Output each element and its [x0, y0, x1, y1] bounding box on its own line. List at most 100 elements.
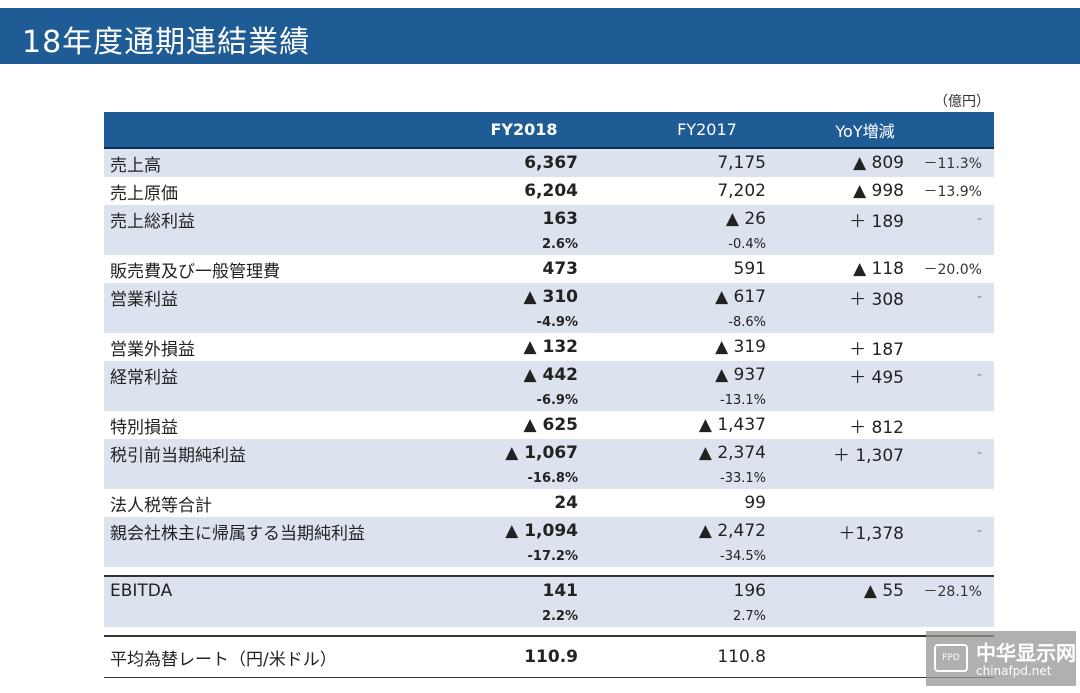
row-fy2017: ▲ 1,437 — [698, 415, 766, 435]
table-row: 法人税等合計 24 99 — [104, 489, 994, 517]
row-yoy: ＋ 495 — [849, 367, 904, 388]
table-row: 営業利益 ▲ 310 ▲ 617 ＋ 308 - -4.9% -8.6% — [104, 283, 994, 333]
ebitda-fy2017: 196 — [733, 581, 766, 601]
fx-fy2017: 110.8 — [717, 647, 766, 667]
unit-label: （億円） — [934, 94, 990, 110]
ebitda-yoy: ▲ 55 — [863, 581, 904, 601]
row-yoy-pct: －11.3% — [923, 156, 982, 172]
page-title: 18年度通期連結業績 — [22, 25, 311, 60]
row-margin-fy2017: -34.5% — [720, 548, 766, 564]
ebitda-fy2018: 141 — [542, 581, 579, 601]
row-fy2018: ▲ 1,067 — [505, 443, 578, 463]
ebitda-pct: －28.1% — [923, 584, 982, 600]
row-fy2017: ▲ 937 — [715, 365, 766, 385]
row-yoy: ＋ 308 — [849, 289, 904, 310]
row-fy2018: ▲ 310 — [523, 287, 578, 307]
row-yoy-pct: - — [976, 211, 982, 227]
spacer — [104, 627, 994, 635]
watermark-url: chinafpd.net — [976, 664, 1052, 678]
row-yoy: ▲ 118 — [853, 259, 904, 279]
row-yoy: ＋ 187 — [849, 339, 904, 360]
row-yoy-pct: - — [976, 367, 982, 383]
row-fy2017: 99 — [744, 493, 766, 513]
row-fy2018: 24 — [554, 493, 578, 513]
fx-fy2018: 110.9 — [524, 647, 578, 667]
row-yoy: ▲ 998 — [853, 181, 904, 201]
row-fy2018: ▲ 625 — [523, 415, 578, 435]
row-fy2017: ▲ 319 — [715, 337, 766, 357]
table-body: 売上高 6,367 7,175 ▲ 809 －11.3% 売上原価 6,204 7,202 ▲ … — [104, 149, 994, 567]
row-yoy: ＋ 812 — [849, 417, 904, 438]
row-fy2018: 6,204 — [524, 181, 578, 201]
watermark: FPD 中华显示网 chinafpd.net — [926, 631, 1076, 686]
row-yoy: ＋1,378 — [838, 523, 904, 544]
row-margin-fy2018: -17.2% — [527, 548, 579, 564]
row-yoy-pct: - — [976, 523, 982, 539]
row-label: 営業外損益 — [110, 339, 195, 360]
row-fy2018: ▲ 132 — [523, 337, 578, 357]
row-label: 法人税等合計 — [110, 495, 212, 516]
row-fy2018: ▲ 442 — [523, 365, 578, 385]
table-row: 税引前当期純利益 ▲ 1,067 ▲ 2,374 ＋ 1,307 - -16.8% -33.… — [104, 439, 994, 489]
row-label: 売上原価 — [110, 183, 178, 204]
row-yoy-pct: - — [976, 445, 982, 461]
row-label: 売上総利益 — [110, 211, 195, 232]
header-fy2018: FY2018 — [490, 120, 558, 139]
row-label: 販売費及び一般管理費 — [110, 261, 280, 282]
row-fy2018: 163 — [542, 209, 579, 229]
row-yoy: ＋ 1,307 — [832, 445, 904, 466]
row-fy2017: 7,202 — [717, 181, 766, 201]
header-fy2017: FY2017 — [677, 120, 737, 139]
table-row: 売上高 6,367 7,175 ▲ 809 －11.3% — [104, 149, 994, 177]
fx-label: 平均為替レート（円/米ドル） — [110, 649, 337, 670]
divider — [104, 677, 994, 678]
row-fy2018: ▲ 1,094 — [505, 521, 578, 541]
row-fy2017: 591 — [733, 259, 766, 279]
row-margin-fy2017: -8.6% — [728, 314, 766, 330]
fpd-logo-icon: FPD — [934, 644, 968, 672]
row-label: 特別損益 — [110, 417, 178, 438]
row-fy2018: 473 — [542, 259, 579, 279]
row-label: 売上高 — [110, 155, 161, 176]
table-row: 営業外損益 ▲ 132 ▲ 319 ＋ 187 — [104, 333, 994, 361]
table-row: 経常利益 ▲ 442 ▲ 937 ＋ 495 - -6.9% -13.1% — [104, 361, 994, 411]
watermark-title: 中华显示网 — [976, 641, 1076, 665]
fx-row: 平均為替レート（円/米ドル） 110.9 110.8 — [104, 637, 994, 677]
row-fy2017: ▲ 2,374 — [698, 443, 766, 463]
divider — [104, 575, 994, 577]
table-row: 販売費及び一般管理費 473 591 ▲ 118 －20.0% — [104, 255, 994, 283]
row-yoy-pct: －20.0% — [923, 262, 982, 278]
table-row: 特別損益 ▲ 625 ▲ 1,437 ＋ 812 — [104, 411, 994, 439]
title-bar: 18年度通期連結業績 — [0, 8, 1080, 64]
row-fy2017: ▲ 26 — [725, 209, 766, 229]
table-header: FY2018 FY2017 YoY増減 — [104, 112, 994, 149]
row-margin-fy2018: 2.6% — [541, 236, 578, 252]
row-yoy: ＋ 189 — [849, 211, 904, 232]
row-fy2017: ▲ 617 — [715, 287, 766, 307]
row-fy2017: 7,175 — [717, 153, 766, 173]
row-yoy-pct: －13.9% — [923, 184, 982, 200]
row-fy2018: 6,367 — [524, 153, 578, 173]
divider — [104, 635, 994, 637]
row-label: 営業利益 — [110, 289, 178, 310]
row-label: 税引前当期純利益 — [110, 445, 246, 466]
row-margin-fy2018: -6.9% — [536, 392, 578, 408]
row-fy2017: ▲ 2,472 — [698, 521, 766, 541]
row-margin-fy2017: -0.4% — [728, 236, 766, 252]
table-row: 売上総利益 163 ▲ 26 ＋ 189 - 2.6% -0.4% — [104, 205, 994, 255]
row-yoy: ▲ 809 — [853, 153, 904, 173]
row-label: 経常利益 — [110, 367, 178, 388]
ebitda-label: EBITDA — [110, 581, 173, 601]
row-margin-fy2017: -13.1% — [720, 392, 766, 408]
header-yoy: YoY増減 — [835, 121, 895, 141]
ebitda-margin-fy2017: 2.7% — [732, 608, 766, 624]
row-margin-fy2018: -4.9% — [536, 314, 578, 330]
table-row: 売上原価 6,204 7,202 ▲ 998 －13.9% — [104, 177, 994, 205]
row-label: 親会社株主に帰属する当期純利益 — [110, 523, 365, 544]
row-yoy-pct: - — [976, 289, 982, 305]
ebitda-row: EBITDA 141 196 ▲ 55 －28.1% 2.2% 2.7% — [104, 577, 994, 627]
spacer — [104, 567, 994, 575]
table-row: 親会社株主に帰属する当期純利益 ▲ 1,094 ▲ 2,472 ＋1,378 - -17.… — [104, 517, 994, 567]
row-margin-fy2018: -16.8% — [527, 470, 579, 486]
row-margin-fy2017: -33.1% — [720, 470, 766, 486]
